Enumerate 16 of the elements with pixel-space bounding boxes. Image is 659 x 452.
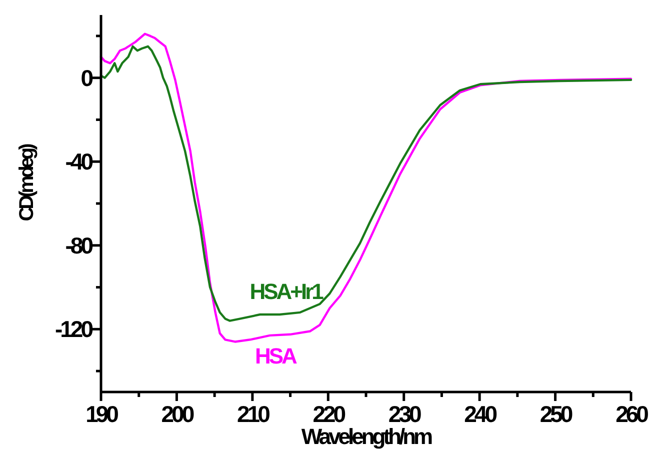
x-tick-label: 210 xyxy=(236,401,270,427)
x-tick-label: 240 xyxy=(464,401,497,427)
y-tick-label: -120 xyxy=(54,316,93,342)
x-tick-label: 260 xyxy=(616,401,648,427)
x-axis-title: Wavelength/nm xyxy=(301,424,433,449)
series-label: HSA+Ir1 xyxy=(250,278,324,304)
y-axis-title: CD(mdeg) xyxy=(16,144,38,222)
series-label: HSA xyxy=(255,344,298,369)
x-tick-label: 220 xyxy=(312,401,346,427)
x-tick-label: 200 xyxy=(161,401,194,427)
y-tick-label: -40 xyxy=(65,148,93,175)
y-tick-label: -80 xyxy=(65,232,93,258)
y-tick-label: 0 xyxy=(80,64,93,91)
x-tick-label: 190 xyxy=(86,401,118,427)
x-tick-label: 250 xyxy=(540,401,572,427)
x-tick-label: 230 xyxy=(388,401,422,427)
